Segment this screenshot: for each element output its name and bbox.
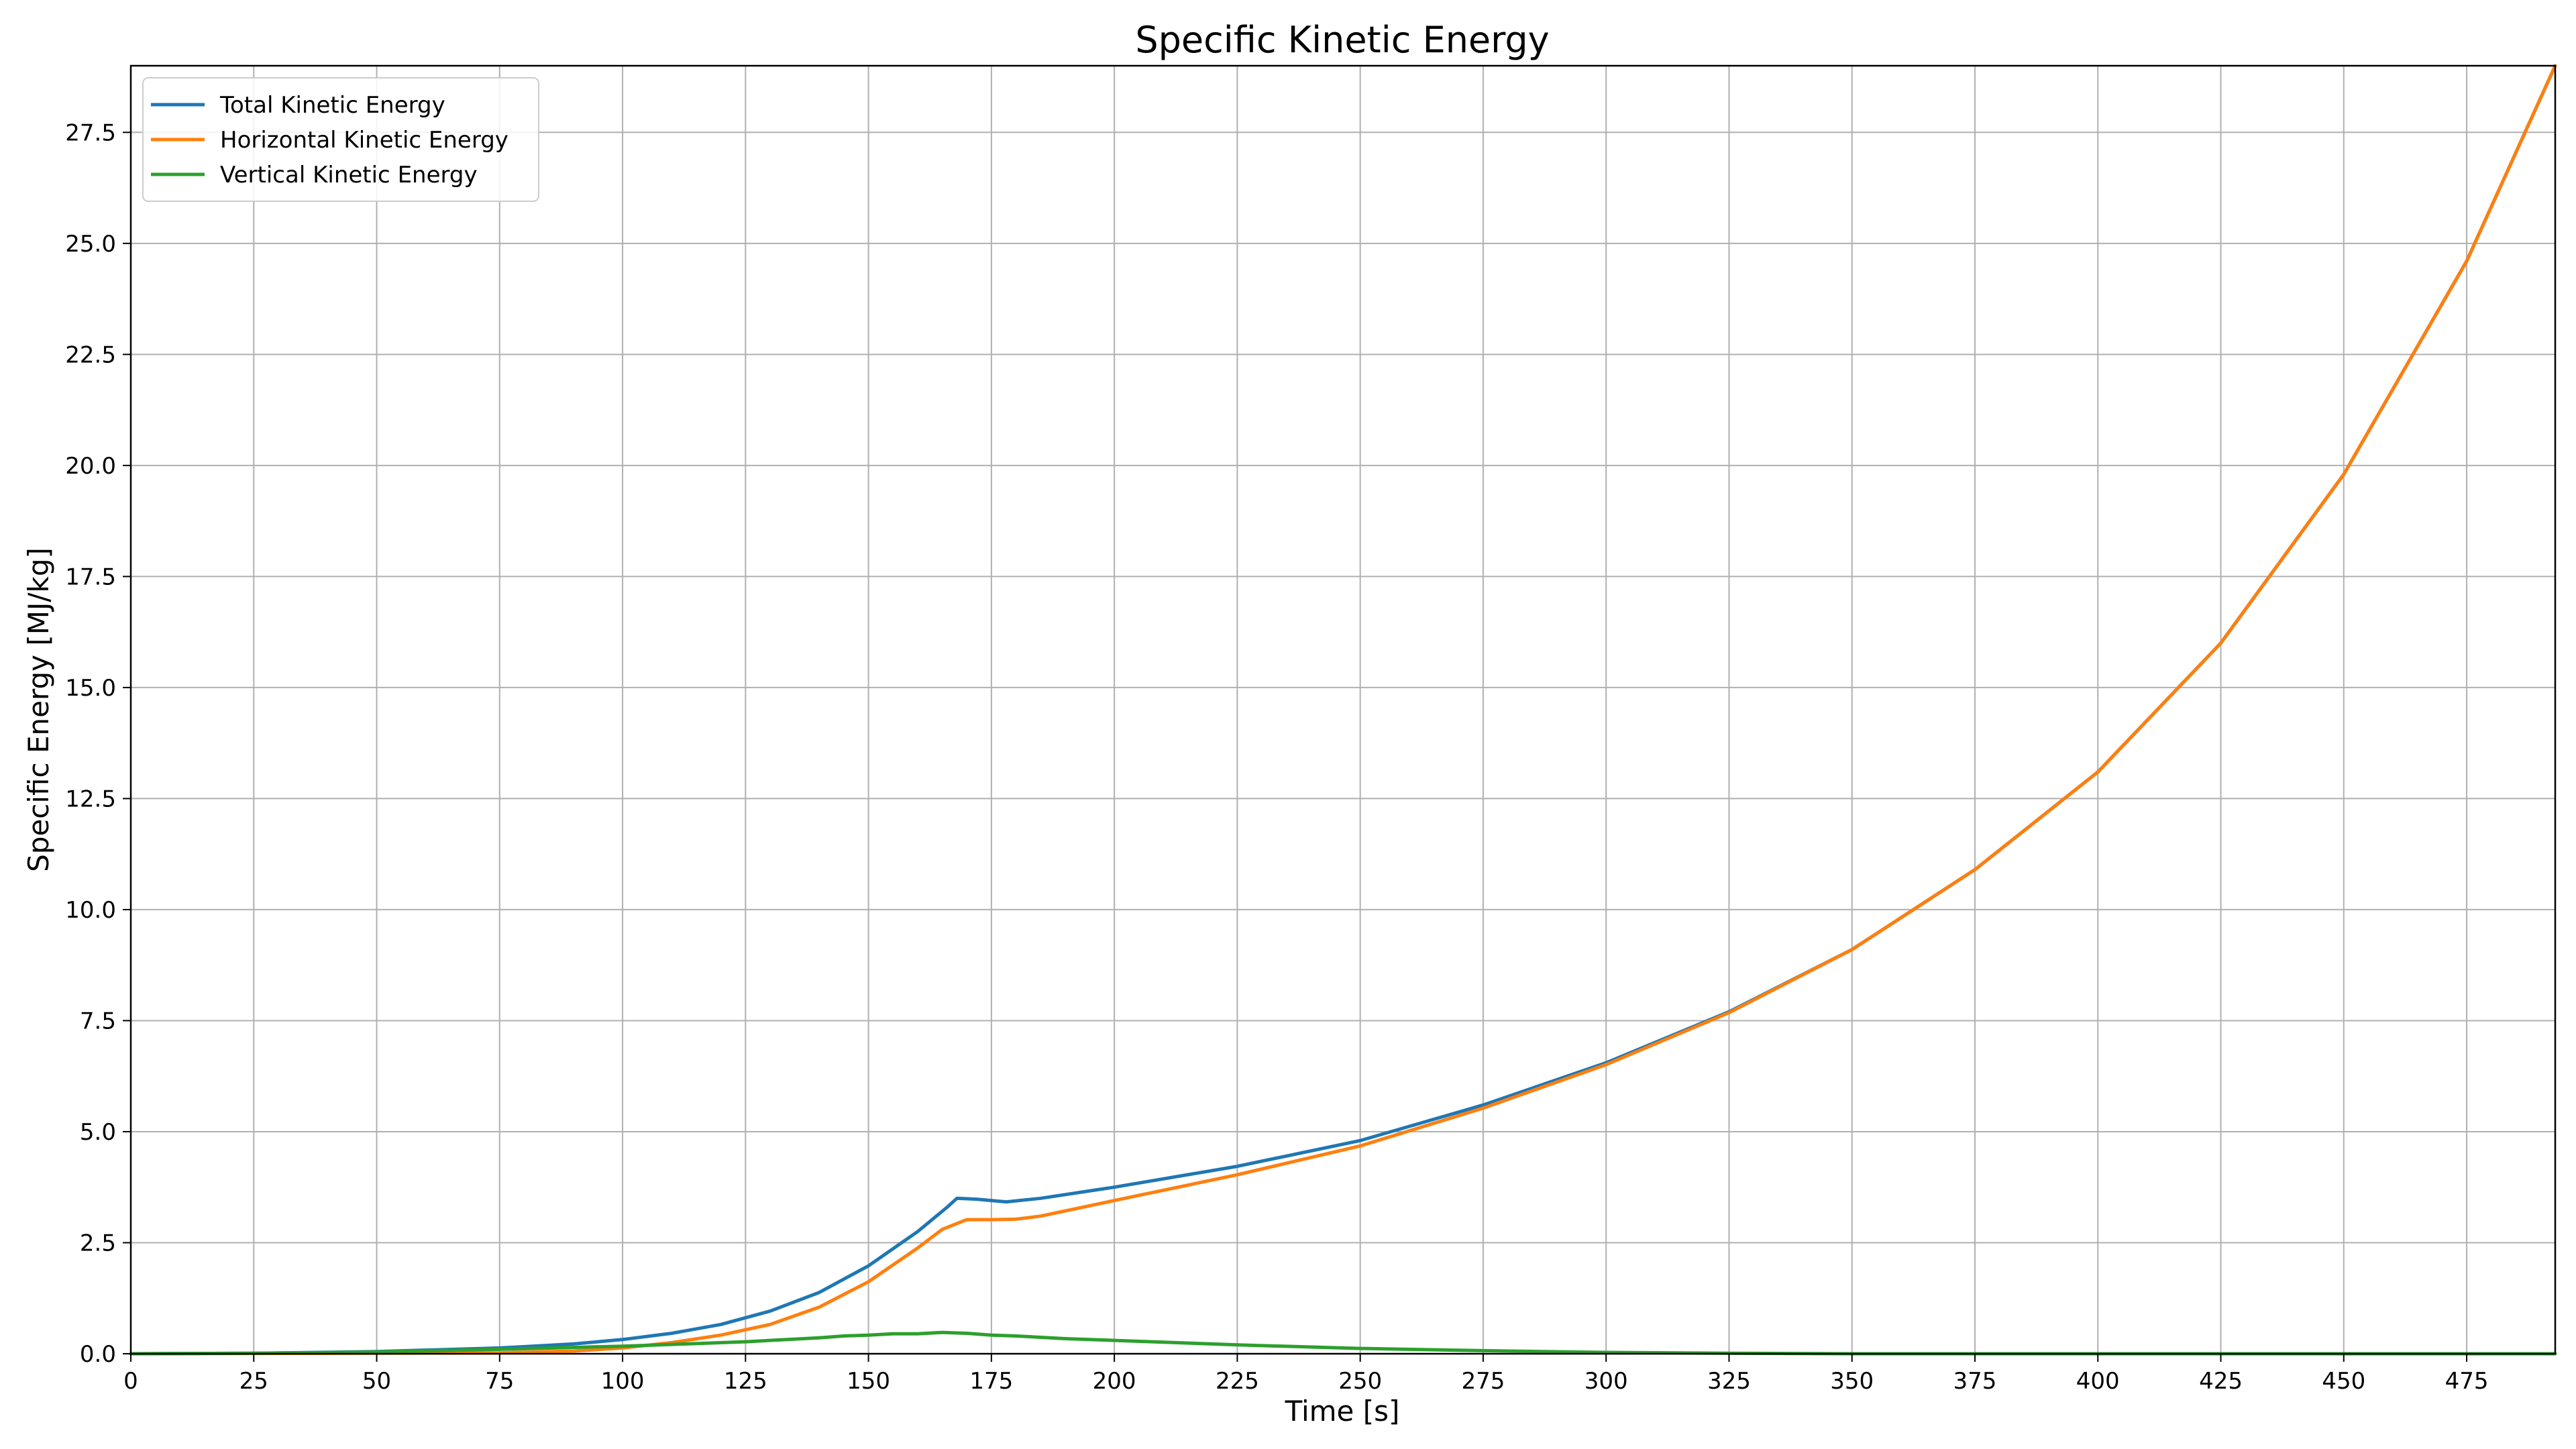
x-tick-label: 275 [1461, 1368, 1505, 1395]
plot-frame [129, 64, 2557, 1355]
chart-title: Specific Kinetic Energy [1135, 19, 1549, 61]
y-tick-label: 27.5 [65, 119, 116, 146]
x-tick-label: 150 [847, 1368, 890, 1395]
grid [130, 66, 2555, 1354]
x-tick-label: 375 [1953, 1368, 1997, 1395]
y-tick-label: 17.5 [65, 564, 116, 590]
y-tick-label: 2.5 [80, 1230, 116, 1256]
legend-label: Vertical Kinetic Energy [220, 162, 478, 189]
x-tick-label: 200 [1093, 1368, 1136, 1395]
y-tick-label: 10.0 [65, 897, 116, 924]
legend-label: Horizontal Kinetic Energy [220, 127, 508, 154]
y-tick-label: 0.0 [80, 1341, 116, 1368]
x-tick-label: 400 [2076, 1368, 2120, 1395]
y-tick-label: 12.5 [65, 786, 116, 812]
x-axis: 0 25 50 75 100 125 150 175 200 225 250 275 300 325 350… [123, 1354, 2489, 1395]
x-tick-label: 300 [1585, 1368, 1628, 1395]
x-tick-label: 250 [1338, 1368, 1382, 1395]
x-tick-label: 425 [2199, 1368, 2243, 1395]
y-tick-label: 15.0 [65, 675, 116, 702]
legend-box [142, 77, 539, 202]
x-tick-label: 225 [1216, 1368, 1259, 1395]
x-tick-label: 475 [2445, 1368, 2489, 1395]
y-axis-label: Specific Energy [MJ/kg] [22, 547, 55, 872]
x-tick-label: 175 [969, 1368, 1013, 1395]
y-axis: 0.0 2.5 5.0 7.5 10.0 12.5 15.0 17.5 20.0 22.5 25.0… [65, 119, 131, 1368]
x-tick-label: 350 [1830, 1368, 1874, 1395]
y-tick-label: 20.0 [65, 453, 116, 480]
x-tick-label: 450 [2322, 1368, 2365, 1395]
x-tick-label: 325 [1707, 1368, 1751, 1395]
y-tick-label: 22.5 [65, 341, 116, 368]
x-tick-label: 125 [724, 1368, 767, 1395]
x-axis-label: Time [s] [1285, 1395, 1400, 1428]
legend-label: Total Kinetic Energy [219, 92, 445, 119]
x-tick-label: 0 [123, 1368, 138, 1395]
x-tick-label: 25 [239, 1368, 268, 1395]
legend: Total Kinetic Energy Horizontal Kinetic E… [142, 77, 539, 202]
x-tick-label: 75 [485, 1368, 514, 1395]
x-tick-label: 100 [601, 1368, 645, 1395]
y-tick-label: 25.0 [65, 231, 116, 258]
y-tick-label: 5.0 [80, 1119, 116, 1146]
x-tick-label: 50 [362, 1368, 391, 1395]
y-tick-label: 7.5 [80, 1008, 116, 1034]
